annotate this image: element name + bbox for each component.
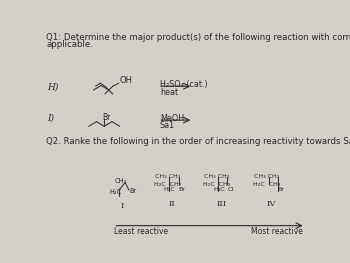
Text: III: III <box>216 200 226 208</box>
Text: Q1: Determine the major product(s) of the following reaction with correct stereo: Q1: Determine the major product(s) of th… <box>46 33 350 42</box>
Text: OH: OH <box>120 75 133 85</box>
Text: II: II <box>169 200 176 208</box>
Text: H₂C: H₂C <box>110 189 122 195</box>
Text: I): I) <box>48 113 55 122</box>
Text: H₂C  CH₃: H₂C CH₃ <box>253 182 281 187</box>
Text: Br: Br <box>102 113 110 122</box>
Text: heat: heat <box>160 88 178 97</box>
Text: H₃C: H₃C <box>214 187 225 192</box>
Text: H₃C: H₃C <box>163 187 175 192</box>
Text: H₂C  CH₂: H₂C CH₂ <box>203 182 230 187</box>
Text: Sä1: Sä1 <box>160 121 175 130</box>
Text: IV: IV <box>267 200 276 208</box>
Text: H): H) <box>48 82 59 91</box>
Text: Br: Br <box>129 188 136 194</box>
Text: CH₃ CH₃: CH₃ CH₃ <box>155 174 180 179</box>
Text: Least reactive: Least reactive <box>113 227 168 236</box>
Text: Q2. Ranke the following in the order of increasing reactivity towards Sä1 reacti: Q2. Ranke the following in the order of … <box>46 137 350 146</box>
Text: Most reactive: Most reactive <box>251 227 303 236</box>
Text: CH₃ CH₃: CH₃ CH₃ <box>254 174 280 179</box>
Text: CH₃: CH₃ <box>114 178 127 184</box>
Text: H₂SO₄ (cat.): H₂SO₄ (cat.) <box>160 80 208 89</box>
Text: I: I <box>120 202 124 210</box>
Text: applicable.: applicable. <box>46 40 93 49</box>
Text: Cl: Cl <box>228 187 233 192</box>
Text: Br: Br <box>178 187 186 192</box>
Text: CH₃ CH₃: CH₃ CH₃ <box>204 174 229 179</box>
Text: MeOH: MeOH <box>160 114 184 123</box>
Text: H₂C  CH₂: H₂C CH₂ <box>154 182 181 187</box>
Text: Br: Br <box>278 187 285 192</box>
